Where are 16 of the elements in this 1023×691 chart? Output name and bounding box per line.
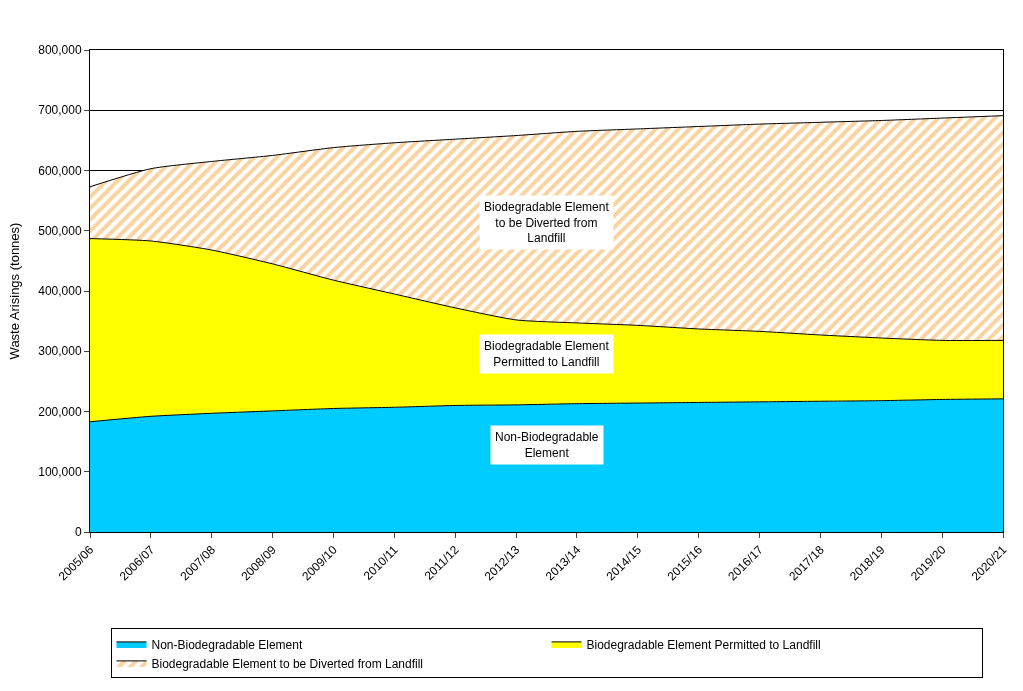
y-tick-label: 0	[74, 525, 82, 540]
annotation: Non-Biodegradable Element	[495, 430, 599, 460]
y-tick-label: 200,000	[38, 404, 82, 419]
legend-label: Non-Biodegradable Element	[151, 637, 303, 652]
y-tick-label: 300,000	[38, 344, 82, 359]
annotation: Biodegradable Element Permitted to Landfill	[484, 339, 610, 369]
y-tick-label: 100,000	[38, 464, 82, 479]
legend-label: Biodegradable Element Permitted to Landfill	[586, 637, 821, 652]
y-tick-label: 500,000	[38, 223, 82, 238]
y-tick-label: 800,000	[38, 43, 82, 58]
y-axis-title: Waste Arisings (tonnes)	[7, 222, 23, 360]
y-tick-label: 400,000	[38, 284, 82, 299]
y-tick-label: 700,000	[38, 103, 82, 118]
y-tick-label: 600,000	[38, 163, 82, 178]
annotation: Biodegradable Element to be Diverted from Landfill	[484, 200, 610, 246]
legend-label: Biodegradable Element to be Diverted from Landfill	[151, 656, 423, 671]
